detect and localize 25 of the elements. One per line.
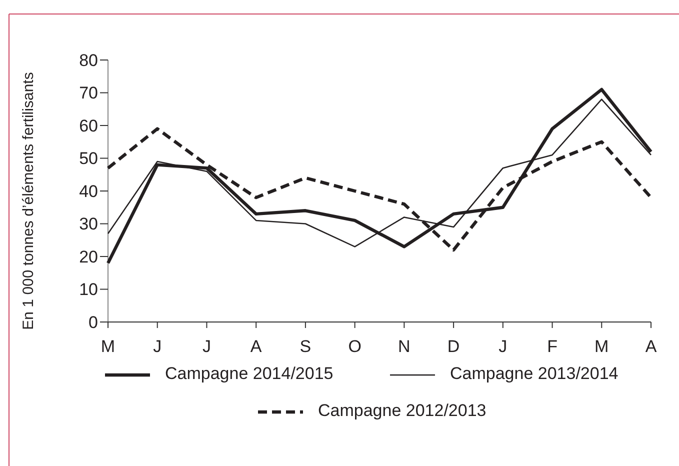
y-tick-label: 80 — [79, 50, 98, 70]
x-tick-label: D — [447, 337, 460, 356]
legend-label: Campagne 2013/2014 — [450, 364, 618, 383]
x-tick-label: O — [348, 337, 362, 356]
legend-label: Campagne 2014/2015 — [165, 364, 334, 383]
x-tick-label: J — [202, 337, 211, 356]
legend-label: Campagne 2012/2013 — [318, 400, 486, 420]
y-axis-title: En 1 000 tonnes d’éléments fertilisants — [20, 72, 37, 330]
y-tick-label: 50 — [79, 149, 98, 168]
x-tick-label: N — [398, 337, 410, 356]
x-tick-label: J — [153, 337, 162, 356]
y-tick-label: 20 — [79, 247, 98, 266]
x-tick-label: A — [250, 337, 262, 356]
y-tick-label: 60 — [79, 116, 98, 136]
y-tick-label: 0 — [88, 312, 98, 332]
x-tick-label: A — [645, 337, 658, 356]
y-tick-label: 40 — [79, 182, 98, 201]
y-tick-label: 10 — [79, 280, 98, 300]
x-tick-label: M — [594, 337, 609, 356]
y-tick-label: 30 — [79, 214, 98, 234]
x-tick-label: M — [100, 337, 116, 356]
x-tick-label: F — [547, 337, 558, 356]
y-tick-label: 70 — [79, 84, 98, 103]
x-tick-label: S — [300, 337, 312, 356]
x-tick-label: J — [498, 337, 508, 356]
